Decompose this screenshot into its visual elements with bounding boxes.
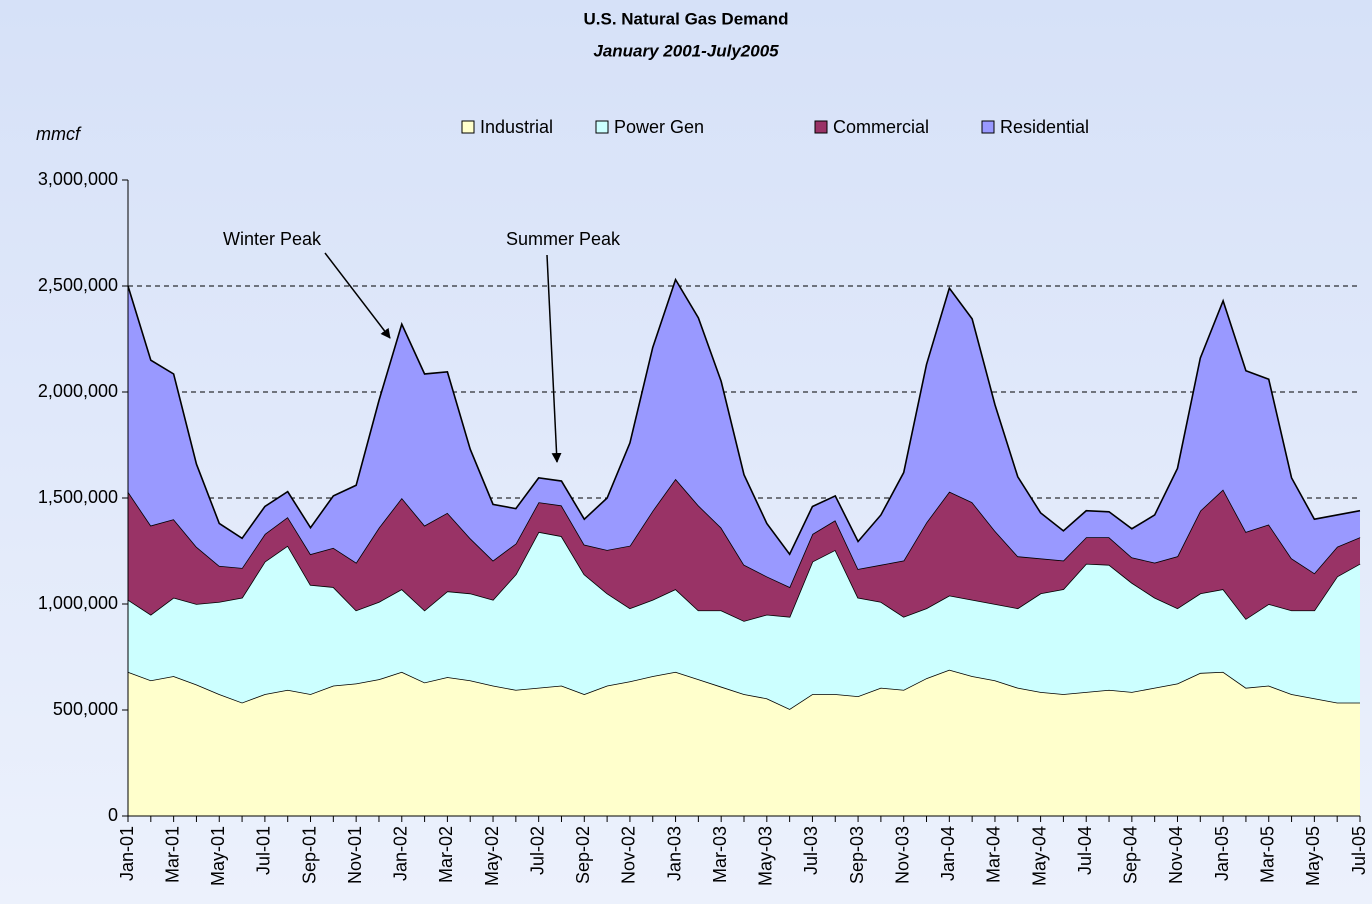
y-tick-label: 500,000 [53, 699, 118, 719]
legend-swatch [461, 120, 475, 134]
x-tick-label: Jul-02 [527, 826, 547, 875]
legend-label: Power Gen [614, 117, 704, 137]
x-tick-label: Jul-01 [254, 826, 274, 875]
x-tick-label: Jan-04 [938, 826, 958, 881]
legend-label: Residential [1000, 117, 1089, 137]
y-tick-label: 3,000,000 [38, 169, 118, 189]
x-tick-label: Nov-03 [892, 826, 912, 884]
x-tick-label: Mar-04 [984, 826, 1004, 883]
axes: 0 500,000 1,000,000 1,500,000 2,000,000 2,500… [38, 169, 1369, 886]
x-tick-label: Sep-04 [1121, 826, 1141, 884]
x-tick-label: Mar-03 [710, 826, 730, 883]
areas [127, 277, 1361, 816]
x-tick-label: Jul-03 [801, 826, 821, 875]
x-tick-label: May-05 [1303, 826, 1323, 886]
y-tick-label: 1,000,000 [38, 593, 118, 613]
x-tick-label: Jul-04 [1075, 826, 1095, 875]
x-tick-label: Jan-01 [117, 826, 137, 881]
legend-swatch [595, 120, 609, 134]
chart-subtitle: January 2001-July2005 [593, 41, 779, 60]
area [128, 478, 1360, 621]
x-tick-label: Jan-03 [664, 826, 684, 881]
area-edge [127, 277, 1361, 556]
y-axis-label: mmcf [36, 124, 82, 144]
legend-label: Industrial [480, 117, 553, 137]
x-tick-label: Jul-05 [1349, 826, 1369, 875]
area [128, 531, 1360, 709]
x-tick-label: May-03 [756, 826, 776, 886]
y-tick-label: 2,500,000 [38, 275, 118, 295]
legend-swatch [981, 120, 995, 134]
x-tick-label: Mar-01 [162, 826, 182, 883]
x-tick-label: Mar-02 [436, 826, 456, 883]
legend-swatch [814, 120, 828, 134]
x-tick-label: Jan-05 [1212, 826, 1232, 881]
annotation: Summer Peak [506, 229, 621, 249]
x-tick-label: Sep-01 [299, 826, 319, 884]
x-tick-label: Nov-01 [345, 826, 365, 884]
annotation-arrow [546, 254, 562, 463]
y-tick-label: 0 [108, 805, 118, 825]
annotation: Winter Peak [223, 229, 322, 249]
area [128, 669, 1360, 816]
chart-title: U.S. Natural Gas Demand [583, 9, 788, 28]
x-tick-label: May-02 [482, 826, 502, 886]
x-tick-label: Nov-02 [619, 826, 639, 884]
x-tick-label: May-01 [208, 826, 228, 886]
y-tick-label: 2,000,000 [38, 381, 118, 401]
x-tick-label: May-04 [1029, 826, 1049, 886]
annotation-arrow [324, 252, 391, 339]
area [128, 279, 1360, 588]
y-tick-label: 1,500,000 [38, 487, 118, 507]
x-tick-label: Nov-04 [1166, 826, 1186, 884]
x-tick-label: Mar-05 [1257, 826, 1277, 883]
legend-label: Commercial [833, 117, 929, 137]
x-tick-label: Sep-02 [573, 826, 593, 884]
x-tick-label: Jan-02 [391, 826, 411, 881]
x-tick-label: Sep-03 [847, 826, 867, 884]
